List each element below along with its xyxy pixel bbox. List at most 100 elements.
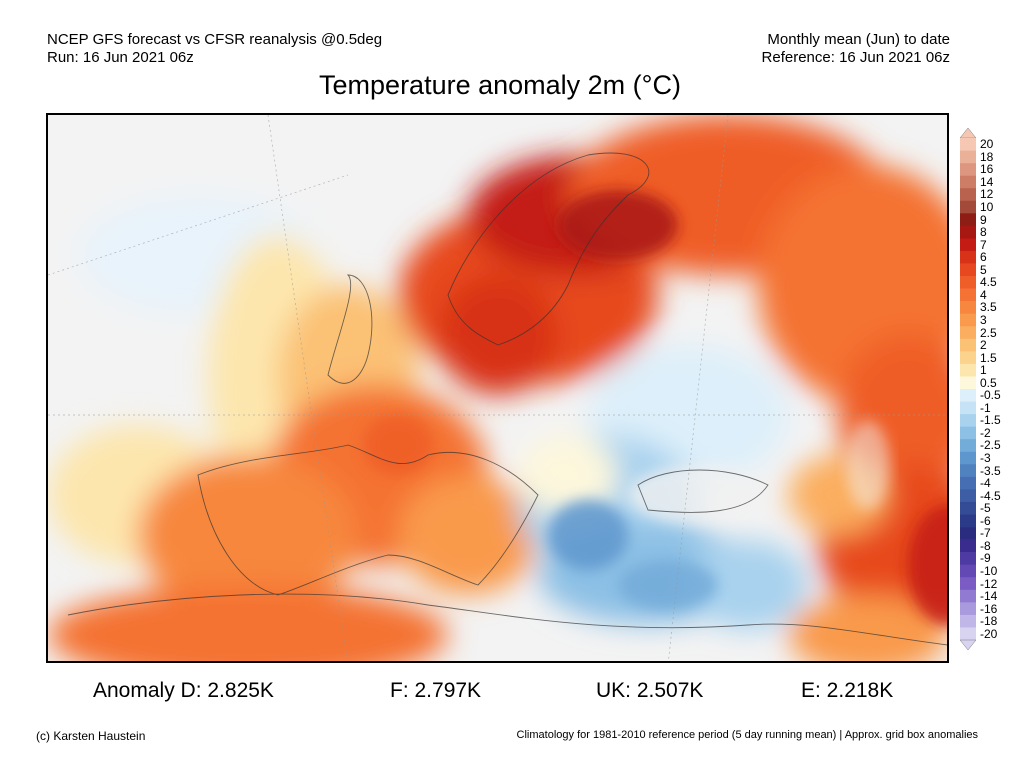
colorbar-segment [960, 439, 976, 453]
header-left: NCEP GFS forecast vs CFSR reanalysis @0.… [47, 31, 382, 67]
colorbar-label: 10 [980, 200, 994, 215]
colorbar-segment [960, 577, 976, 591]
colorbar-label: 4 [980, 287, 987, 302]
colorbar-segment [960, 363, 976, 377]
black-sea-coast [637, 469, 769, 513]
colorbar-label: -10 [980, 563, 998, 578]
colorbar-segment [960, 263, 976, 277]
colorbar-segment [960, 564, 976, 578]
colorbar-label: 6 [980, 250, 987, 265]
colorbar-segment [960, 200, 976, 214]
colorbar-segment [960, 175, 976, 189]
colorbar-bottom-arrow [960, 639, 976, 650]
colorbar-label: -2 [980, 425, 991, 440]
colorbar-label: -5 [980, 501, 991, 516]
colorbar-segment [960, 188, 976, 202]
colorbar-label: 0.5 [980, 375, 997, 390]
colorbar-segment [960, 276, 976, 289]
colorbar-label: 1 [980, 363, 987, 378]
colorbar-segment [960, 389, 976, 402]
colorbar-label: -6 [980, 513, 991, 528]
colorbar-segment [960, 627, 976, 641]
colorbar-segment [960, 138, 976, 151]
colorbar-label: -20 [980, 626, 998, 641]
climatology-note: Climatology for 1981-2010 reference peri… [516, 729, 978, 741]
colorbar-segment [960, 163, 976, 176]
colorbar-segment [960, 351, 976, 365]
colorbar-label: 9 [980, 212, 987, 227]
colorbar-label: -16 [980, 601, 998, 616]
colorbar-segment [960, 527, 976, 540]
colorbar-segment [960, 301, 976, 314]
colorbar-label: -0.5 [980, 388, 1001, 403]
colorbar-segment [960, 338, 976, 352]
western-europe-coast [197, 444, 539, 596]
colorbar-label: -3 [980, 451, 991, 466]
colorbar-label: -2.5 [980, 438, 1001, 453]
colorbar-segment [960, 514, 976, 528]
colorbar-label: -18 [980, 614, 998, 629]
period-description: Monthly mean (Jun) to date [767, 31, 950, 48]
colorbar-segment [960, 501, 976, 515]
colorbar-label: 3.5 [980, 300, 997, 315]
colorbar-segment [960, 614, 976, 628]
colorbar-segment [960, 288, 976, 302]
north-africa-coast [67, 593, 947, 646]
colorbar-segment [960, 238, 976, 252]
colorbar-label: 4.5 [980, 275, 997, 290]
colorbar-segment [960, 464, 976, 478]
colorbar-label: -7 [980, 526, 991, 541]
caspian-sea [846, 420, 890, 510]
colorbar-segment [960, 326, 976, 340]
colorbar-segment [960, 313, 976, 327]
colorbar-label: -9 [980, 551, 991, 566]
colorbar-labels: 20 18 16 14 12 10 9 8 7 6 5 4.5 4 3.5 3 2.5 2 1.5 1 0.5 -0.5… [980, 128, 1024, 650]
colorbar-label: 1.5 [980, 350, 997, 365]
colorbar-label: -3.5 [980, 463, 1001, 478]
colorbar-label: 3 [980, 312, 987, 327]
colorbar-top-arrow [960, 128, 976, 139]
colorbar-label: -1 [980, 400, 991, 415]
colorbar-label: 8 [980, 225, 987, 240]
colorbar-segment [960, 539, 976, 553]
credit: (c) Karsten Haustein [36, 729, 146, 743]
colorbar-segment [960, 213, 976, 227]
model-description: NCEP GFS forecast vs CFSR reanalysis @0.… [47, 31, 383, 48]
stat-germany: Anomaly D: 2.825K [93, 679, 274, 702]
colorbar-label: 18 [980, 149, 994, 164]
anomaly-map-graphic [48, 115, 947, 661]
colorbar-segment [960, 589, 976, 603]
stat-uk: UK: 2.507K [596, 679, 704, 702]
colorbar-label: 2 [980, 338, 987, 353]
colorbar-label: -14 [980, 589, 998, 604]
anomaly-map [46, 113, 949, 663]
run-time: Run: 16 Jun 2021 06z [47, 49, 194, 66]
scandinavia-coast [447, 152, 650, 346]
colorbar-label: -4.5 [980, 488, 1001, 503]
colorbar-label: -12 [980, 576, 998, 591]
colorbar-segment [960, 552, 976, 565]
colorbar-segment [960, 401, 976, 415]
colorbar-label: 12 [980, 187, 994, 202]
colorbar-label: 16 [980, 162, 994, 177]
map-title: Temperature anomaly 2m (°C) [319, 70, 681, 100]
britain-coast [327, 274, 373, 384]
stat-spain: E: 2.218K [801, 679, 894, 702]
colorbar-label: 2.5 [980, 325, 997, 340]
colorbar [960, 128, 976, 650]
colorbar-segment [960, 225, 976, 239]
colorbar-label: -4 [980, 476, 991, 491]
colorbar-segment [960, 476, 976, 490]
colorbar-segment [960, 150, 976, 164]
colorbar-segment [960, 250, 976, 264]
colorbar-label: 14 [980, 174, 994, 189]
header-right: Monthly mean (Jun) to date Reference: 16… [762, 31, 950, 67]
colorbar-label: -8 [980, 538, 991, 553]
colorbar-segment [960, 489, 976, 503]
colorbar-segment [960, 426, 976, 440]
black-sea [628, 465, 768, 525]
colorbar-segment [960, 414, 976, 427]
colorbar-segment [960, 602, 976, 616]
stat-france: F: 2.797K [390, 679, 482, 702]
colorbar-label: 20 [980, 137, 994, 152]
